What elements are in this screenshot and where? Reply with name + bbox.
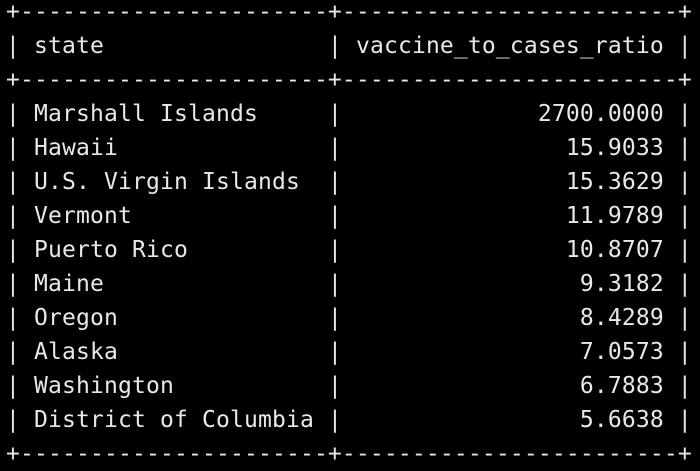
cell-vaccine-to-cases-ratio: 8.4289: [579, 305, 664, 331]
table-row: | Alaska | 7.0573 |: [6, 339, 692, 365]
table-row: | Puerto Rico | 10.8707 |: [6, 237, 692, 263]
cell-state: Hawaii: [34, 135, 118, 161]
cell-vaccine-to-cases-ratio: 15.9033: [565, 135, 664, 161]
cell-vaccine-to-cases-ratio: 9.3182: [579, 271, 664, 297]
table-header-row: | state | vaccine_to_cases_ratio |: [6, 33, 692, 59]
cell-vaccine-to-cases-ratio: 2700.0000: [537, 101, 664, 127]
cell-state: Vermont: [34, 203, 132, 229]
cell-state: Alaska: [34, 339, 118, 365]
table-row: | Hawaii | 15.9033 |: [6, 135, 692, 161]
column-header-state: state: [34, 33, 104, 59]
cell-state: Oregon: [34, 305, 118, 331]
cell-state: U.S. Virgin Islands: [34, 169, 300, 195]
cell-state: Marshall Islands: [34, 101, 258, 127]
cell-state: Puerto Rico: [34, 237, 188, 263]
table-border: +----------------------+----------------…: [6, 441, 692, 467]
table-row: | Maine | 9.3182 |: [6, 271, 692, 297]
cell-vaccine-to-cases-ratio: 10.8707: [565, 237, 664, 263]
column-header-vaccine-to-cases-ratio: vaccine_to_cases_ratio: [355, 33, 664, 59]
terminal-output: +----------------------+----------------…: [6, 0, 692, 471]
table-row: | Vermont | 11.9789 |: [6, 203, 692, 229]
table-row: | Oregon | 8.4289 |: [6, 305, 692, 331]
table-row: | Marshall Islands | 2700.0000 |: [6, 101, 692, 127]
cell-state: Washington: [34, 373, 174, 399]
cell-vaccine-to-cases-ratio: 11.9789: [565, 203, 664, 229]
cell-state: Maine: [34, 271, 104, 297]
cell-state: District of Columbia: [34, 407, 314, 433]
cell-vaccine-to-cases-ratio: 6.7883: [579, 373, 664, 399]
table-row: | District of Columbia | 5.6638 |: [6, 407, 692, 433]
cell-vaccine-to-cases-ratio: 7.0573: [579, 339, 664, 365]
table-border: +----------------------+----------------…: [6, 67, 692, 93]
cell-vaccine-to-cases-ratio: 5.6638: [579, 407, 664, 433]
cell-vaccine-to-cases-ratio: 15.3629: [565, 169, 664, 195]
table-row: | Washington | 6.7883 |: [6, 373, 692, 399]
table-row: | U.S. Virgin Islands | 15.3629 |: [6, 169, 692, 195]
table-border: +----------------------+----------------…: [6, 0, 692, 25]
